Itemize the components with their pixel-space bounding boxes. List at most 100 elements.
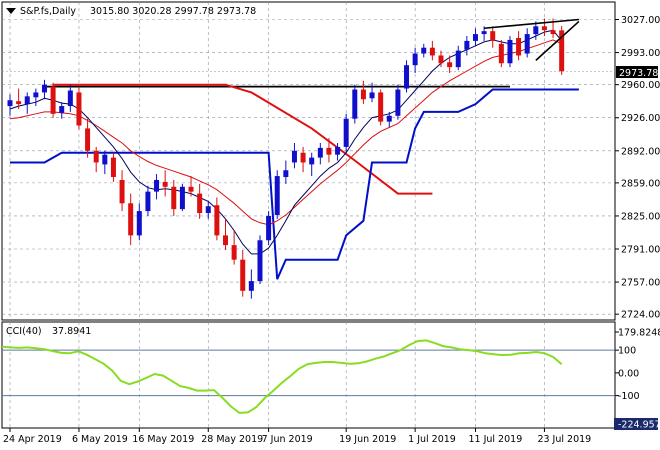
candlesticks <box>7 18 565 299</box>
collapse-triangle-icon[interactable] <box>6 8 16 14</box>
x-tick-label: 16 May 2019 <box>132 434 194 445</box>
candle-body <box>291 150 297 163</box>
candle-body <box>240 259 246 291</box>
candle-body <box>197 193 203 214</box>
last-price-tag: 2973.78 <box>619 68 658 79</box>
x-tick-label: 19 Jun 2019 <box>339 434 396 445</box>
candle-body <box>33 92 39 98</box>
candle-body <box>205 206 211 214</box>
candle-body <box>171 186 177 210</box>
candle-body <box>472 34 478 41</box>
candle-body <box>438 55 444 64</box>
trendline <box>535 20 580 61</box>
candle-body <box>50 86 56 114</box>
candle-body <box>274 176 280 215</box>
candle-body <box>266 215 272 241</box>
candle-body <box>231 245 237 260</box>
candle-body <box>162 181 168 187</box>
moving-averages <box>9 29 563 255</box>
y-tick-label: 2993.00 <box>621 48 660 59</box>
cci-line <box>1 339 563 414</box>
main-pane: 3027.00 2993.00 2960.00 2926.00 2892.00 2859.… <box>1 1 660 321</box>
trendlines <box>484 18 580 61</box>
trendline <box>484 18 579 30</box>
y-tick-label: 2791.00 <box>621 245 660 256</box>
candle-body <box>507 39 513 64</box>
candle-body <box>369 92 375 99</box>
candle-body <box>76 92 82 126</box>
candle-body <box>343 118 349 147</box>
candle-body <box>145 191 151 212</box>
chart-symbol-label: S&P.fs,Daily <box>20 6 76 17</box>
cci-pane-frame <box>1 321 616 429</box>
candle-body <box>7 100 13 107</box>
candle-body <box>429 47 435 56</box>
candle-body <box>317 147 323 158</box>
candle-body <box>404 65 410 89</box>
candle-body <box>119 179 125 204</box>
cci-y-tick-label: -224.9578 <box>618 420 660 431</box>
candle-body <box>24 96 30 105</box>
cci-levels <box>2 349 615 397</box>
candle-body <box>481 31 487 35</box>
candle-body <box>154 179 160 192</box>
candle-body <box>550 30 556 35</box>
y-tick-label: 2859.00 <box>621 178 660 189</box>
candle-body <box>490 31 496 41</box>
last-price-tag-bg <box>616 66 658 78</box>
x-tick-label: 24 Apr 2019 <box>3 434 62 445</box>
time-axis: 24 Apr 2019 6 May 2019 16 May 2019 28 May 2… <box>3 428 591 445</box>
y-tick-label: 2724.00 <box>621 310 660 321</box>
candle-body <box>41 84 47 93</box>
candle-body <box>67 90 73 107</box>
candle-body <box>188 186 194 192</box>
candle-body <box>309 157 315 165</box>
candle-body <box>102 154 108 165</box>
cci-y-tick-label: -100 <box>618 391 640 402</box>
candle-body <box>283 170 289 178</box>
cci-pane: 179.8248 100 0.00 -100 -224.9578 CCI(40) 37.… <box>1 321 660 431</box>
cci-series-line <box>1 339 563 414</box>
y-tick-label: 2825.00 <box>621 211 660 222</box>
x-tick-label: 1 Jul 2019 <box>408 434 456 445</box>
candle-body <box>386 115 392 122</box>
y-tick-label: 2926.00 <box>621 113 660 124</box>
candle-body <box>335 146 341 155</box>
candle-body <box>378 92 384 122</box>
candle-body <box>559 30 565 72</box>
cci-y-tick-label: 0.00 <box>618 368 639 379</box>
slow-ma-line <box>9 39 562 226</box>
x-tick-label: 23 Jul 2019 <box>537 434 591 445</box>
cci-y-tick-label: 100 <box>618 346 636 357</box>
x-tick-label: 7 Jun 2019 <box>262 434 313 445</box>
candle-body <box>110 157 116 178</box>
fast-ma-line <box>9 29 563 255</box>
y-tick-label: 2892.00 <box>621 146 660 157</box>
cci-y-tick-label: 179.8248 <box>618 328 660 339</box>
y-tick-label: 2757.00 <box>621 278 660 289</box>
candle-body <box>85 128 91 151</box>
candle-body <box>524 34 530 54</box>
candle-body <box>59 106 65 113</box>
ohlc-values: 3015.80 3020.28 2997.78 2973.78 <box>90 6 256 17</box>
candle-body <box>16 101 22 105</box>
candle-body <box>421 47 427 54</box>
candle-body <box>179 186 185 210</box>
y-tick-label: 2960.00 <box>621 80 660 91</box>
candle-body <box>93 150 99 163</box>
candle-body <box>412 53 418 66</box>
candle-body <box>257 240 263 282</box>
candle-body <box>360 89 366 100</box>
candle-body <box>352 89 358 119</box>
x-tick-label: 6 May 2019 <box>72 434 128 445</box>
y-tick-label: 3027.00 <box>621 15 660 26</box>
candle-body <box>541 26 547 31</box>
red-trailing-line <box>53 83 433 195</box>
horizontal-level-line <box>2 70 615 88</box>
candle-body <box>395 89 401 116</box>
candle-body <box>136 211 142 236</box>
cci-axis: 179.8248 100 0.00 -100 -224.9578 <box>614 328 660 431</box>
candle-body <box>300 152 306 163</box>
candle-body <box>516 37 522 56</box>
